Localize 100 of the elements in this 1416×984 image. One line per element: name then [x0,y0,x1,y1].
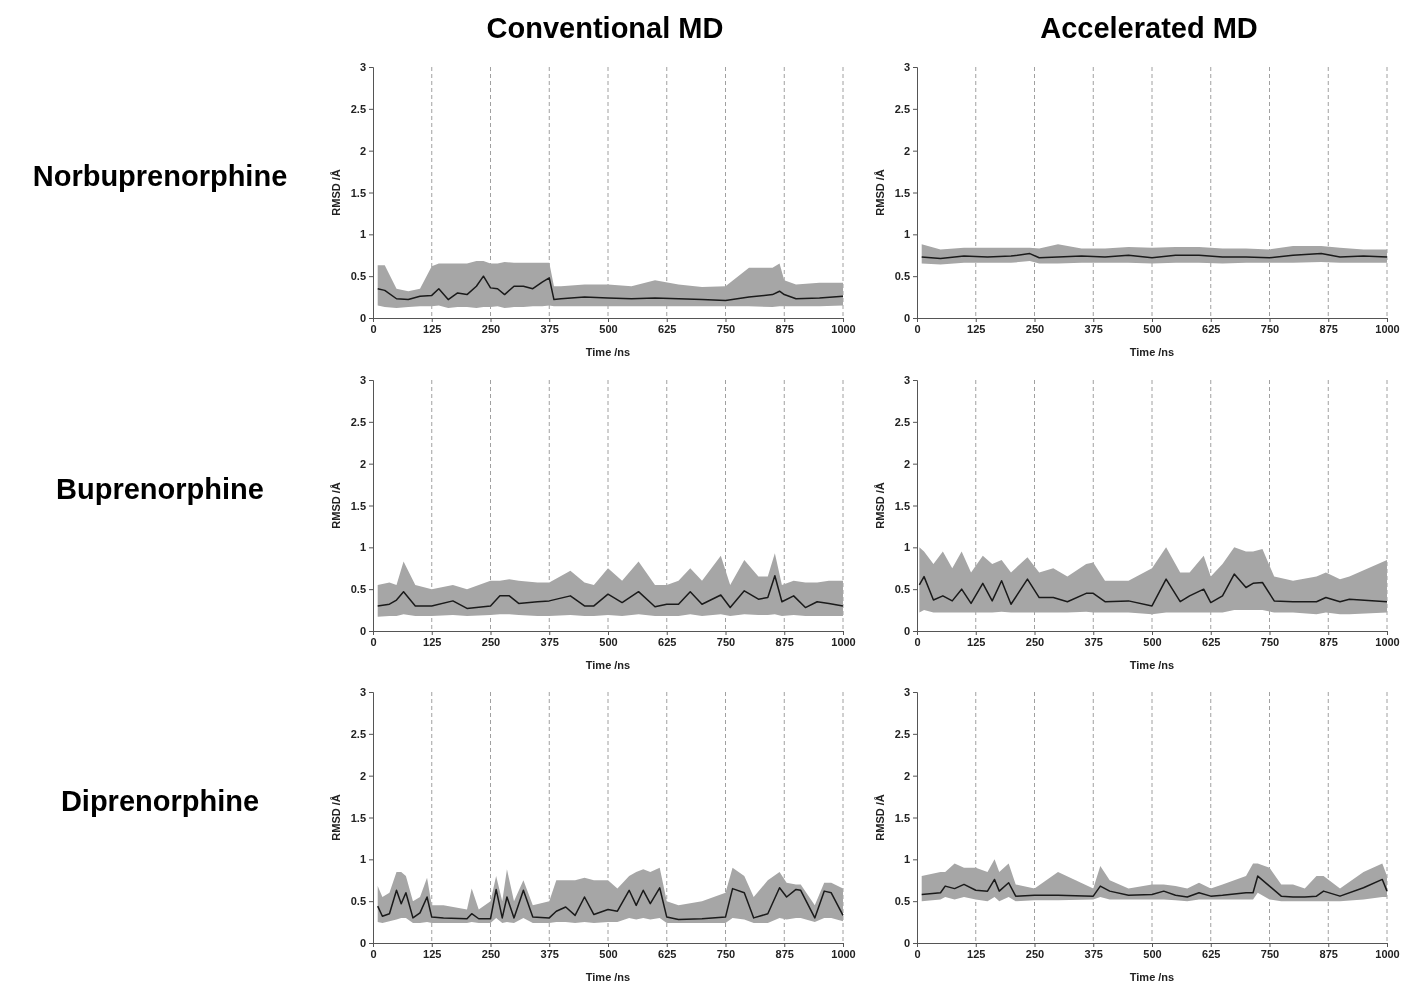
x-tick-label: 0 [370,322,377,335]
x-tick-label: 0 [914,322,921,335]
x-tick-label: 875 [1319,947,1338,960]
y-tick-label: 1 [903,228,910,241]
x-tick-label: 750 [1260,947,1280,960]
x-tick-label: 875 [1319,322,1338,335]
text: Norbuprenorphine [32,159,288,192]
x-tick-label: 1000 [831,635,856,648]
y-tick-label: 1.5 [350,186,366,199]
y-tick-label: 2 [903,457,910,470]
x-tick-label: 750 [1260,322,1280,335]
x-tick-label: 625 [1202,947,1221,960]
x-tick-label: 250 [1025,635,1045,648]
x-tick-label: 375 [540,322,559,335]
y-tick-label: 2.5 [350,102,366,115]
y-tick-label: 2.5 [350,727,366,740]
x-tick-label: 625 [658,635,677,648]
y-tick-label: 0 [359,937,366,950]
x-tick-label: 250 [481,635,501,648]
y-tick-label: 2 [903,144,910,157]
y-tick-label: 1.5 [894,499,910,512]
y-tick-label: 2 [359,769,366,782]
x-tick-label: 0 [370,947,377,960]
x-tick-label: 250 [481,947,501,960]
y-tick-label: 2.5 [350,415,366,428]
x-tick-label: 500 [599,635,618,648]
x-tick-label: 500 [599,322,618,335]
line-series [920,875,1388,898]
x-tick-label: 125 [967,635,986,648]
x-tick-label: 875 [775,947,794,960]
line-series [918,573,1388,607]
y-tick-label: 2 [359,457,366,470]
y-tick-label: 0 [903,312,910,325]
y-tick-label: 0.5 [894,583,910,596]
x-tick-label: 1000 [1375,947,1400,960]
x-tick-label: 625 [658,947,677,960]
line-series [376,887,844,921]
y-tick-label: 3 [903,374,910,387]
y-tick-label: 0.5 [350,895,366,908]
line-series [376,575,844,610]
y-tick-label: 0 [903,937,910,950]
x-tick-label: 750 [716,635,736,648]
x-tick-label: 625 [658,322,677,335]
text: Diprenorphine [60,784,260,817]
x-tick-label: 1000 [1375,322,1400,335]
y-axis-title: RMSD /Å [874,169,886,216]
y-tick-label: 1.5 [894,811,910,824]
x-axis-title: Time /ns [1129,346,1175,358]
x-tick-label: 125 [423,635,442,648]
y-tick-label: 0.5 [350,583,366,596]
y-tick-label: 1.5 [350,811,366,824]
y-tick-label: 2 [359,144,366,157]
y-tick-label: 1 [359,541,366,554]
x-tick-label: 125 [423,322,442,335]
y-tick-label: 3 [359,374,366,387]
y-tick-label: 3 [903,61,910,74]
y-tick-label: 1.5 [350,499,366,512]
y-tick-label: 2.5 [894,727,910,740]
line-series [376,275,844,302]
x-tick-label: 375 [540,947,559,960]
x-axis-title: Time /ns [585,659,631,671]
y-axis-title: RMSD /Å [330,794,342,841]
y-tick-label: 1.5 [894,186,910,199]
x-tick-label: 500 [599,947,618,960]
x-tick-label: 625 [1202,322,1221,335]
x-tick-label: 875 [775,635,794,648]
y-tick-label: 1 [903,853,910,866]
x-tick-label: 250 [1025,947,1045,960]
x-tick-label: 0 [914,635,921,648]
x-tick-label: 125 [967,947,986,960]
x-tick-label: 625 [1202,635,1221,648]
x-tick-label: 375 [540,635,559,648]
y-tick-label: 0.5 [894,270,910,283]
x-axis-title: Time /ns [1129,659,1175,671]
y-tick-label: 0 [359,312,366,325]
y-tick-label: 1 [359,228,366,241]
y-tick-label: 3 [359,686,366,699]
y-tick-label: 1 [903,541,910,554]
y-axis-title: RMSD /Å [330,169,342,216]
y-tick-label: 0 [359,625,366,638]
x-tick-label: 875 [1319,635,1338,648]
x-tick-label: 1000 [831,947,856,960]
chart-title: Conventional MD [486,12,724,44]
x-tick-label: 375 [1084,947,1103,960]
y-tick-label: 0.5 [894,895,910,908]
y-axis-title: RMSD /Å [874,794,886,841]
x-tick-label: 250 [481,322,501,335]
y-tick-label: 3 [903,686,910,699]
x-axis-title: Time /ns [585,971,631,983]
x-tick-label: 1000 [831,322,856,335]
y-tick-label: 2 [903,769,910,782]
x-tick-label: 375 [1084,635,1103,648]
y-tick-label: 0 [903,625,910,638]
y-tick-label: 1 [359,853,366,866]
text: Buprenorphine [56,472,264,505]
y-tick-label: 3 [359,61,366,74]
chart-title: Accelerated MD [1040,12,1258,44]
x-tick-label: 750 [716,947,736,960]
x-tick-label: 750 [716,322,736,335]
x-tick-label: 500 [1143,635,1162,648]
